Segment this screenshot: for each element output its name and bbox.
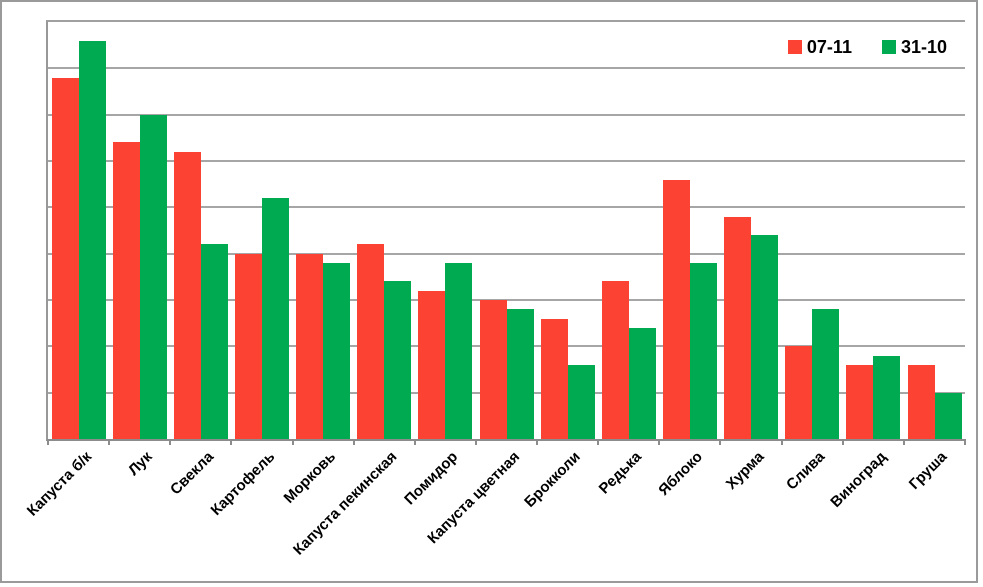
axis-tick	[230, 439, 233, 445]
bar-07-11	[234, 253, 262, 439]
x-axis-label: Помидор	[401, 448, 462, 509]
bar-31-10	[873, 355, 901, 439]
bar-31-10	[261, 198, 289, 439]
bar-group	[231, 22, 292, 439]
bar-31-10	[812, 309, 840, 439]
bar-07-11	[662, 179, 690, 439]
bar-07-11	[907, 364, 935, 439]
legend-item-07-11: 07-11	[787, 37, 852, 57]
x-axis-label: Картофель	[207, 448, 279, 519]
bar-07-11	[540, 318, 568, 439]
bar-group	[782, 22, 843, 439]
x-axis-label: Капуста б/к	[23, 448, 95, 520]
x-axis-label: Морковь	[280, 448, 340, 507]
axis-tick	[169, 439, 172, 445]
bar-group	[721, 22, 782, 439]
axis-tick	[902, 439, 905, 445]
x-axis-label: Редька	[595, 448, 645, 498]
bar-07-11	[785, 346, 813, 439]
x-axis-label: Хурма	[722, 448, 768, 493]
bar-07-11	[479, 300, 507, 439]
legend-item-31-10: 31-10	[881, 37, 947, 57]
x-axis-label: Груша	[906, 448, 951, 493]
x-axis-label: Яблоко	[655, 448, 707, 499]
axis-tick	[413, 439, 416, 445]
axis-tick	[108, 439, 111, 445]
bar-31-10	[200, 244, 228, 439]
bar-31-10	[506, 309, 534, 439]
bar-31-10	[384, 281, 412, 439]
legend-swatch-green-icon	[881, 40, 896, 54]
bar-group	[354, 22, 415, 439]
axis-tick	[597, 439, 600, 445]
axis-tick	[841, 439, 844, 445]
axis-tick	[352, 439, 355, 445]
axis-tick	[964, 439, 966, 445]
legend-swatch-red-icon	[787, 40, 802, 54]
bar-07-11	[51, 77, 79, 439]
axis-tick	[47, 439, 49, 445]
bar-group	[659, 22, 720, 439]
axis-tick	[474, 439, 477, 445]
bar-31-10	[751, 235, 779, 439]
legend-label: 31-10	[900, 37, 947, 57]
bar-07-11	[173, 151, 201, 439]
bar-group	[109, 22, 170, 439]
plot-area: Капуста б/к Лук Свекла Картофель Морковь Капу…	[23, 20, 966, 559]
bar-07-11	[724, 216, 752, 439]
bar-group	[415, 22, 476, 439]
axis-tick	[291, 439, 294, 445]
x-axis-label: Свекла	[167, 448, 218, 499]
bars	[48, 22, 965, 439]
bar-group	[537, 22, 598, 439]
bar-group	[48, 22, 109, 439]
bar-group	[598, 22, 659, 439]
x-axis: Капуста б/к Лук Свекла Картофель Морковь Капу…	[23, 439, 966, 585]
bar-31-10	[689, 262, 717, 439]
bar-group	[904, 22, 965, 439]
x-axis-label: Слива	[783, 448, 829, 494]
bar-31-10	[139, 114, 167, 439]
bar-group	[293, 22, 354, 439]
bar-07-11	[601, 281, 629, 439]
bar-group	[843, 22, 904, 439]
bar-group	[476, 22, 537, 439]
bar-31-10	[445, 262, 473, 439]
bar-31-10	[78, 40, 106, 439]
axis-tick	[658, 439, 661, 445]
x-axis-label: Капуста пекинская	[290, 448, 401, 559]
axis-tick	[536, 439, 539, 445]
bar-07-11	[296, 253, 324, 439]
legend: 07-11 31-10	[787, 37, 947, 57]
bar-group	[170, 22, 231, 439]
bar-31-10	[567, 364, 595, 439]
legend-label: 07-11	[806, 37, 852, 57]
bar-07-11	[846, 364, 874, 439]
bar-31-10	[934, 392, 962, 439]
x-axis-label: Лук	[125, 448, 156, 479]
bar-07-11	[418, 290, 446, 439]
x-axis-label: Брокколи	[521, 448, 584, 511]
axis-tick	[780, 439, 783, 445]
bar-31-10	[628, 327, 656, 439]
axis-tick	[719, 439, 722, 445]
bar-31-10	[323, 262, 351, 439]
x-axis-label: Виноград	[826, 448, 890, 511]
bar-07-11	[112, 142, 140, 439]
bar-07-11	[357, 244, 385, 439]
